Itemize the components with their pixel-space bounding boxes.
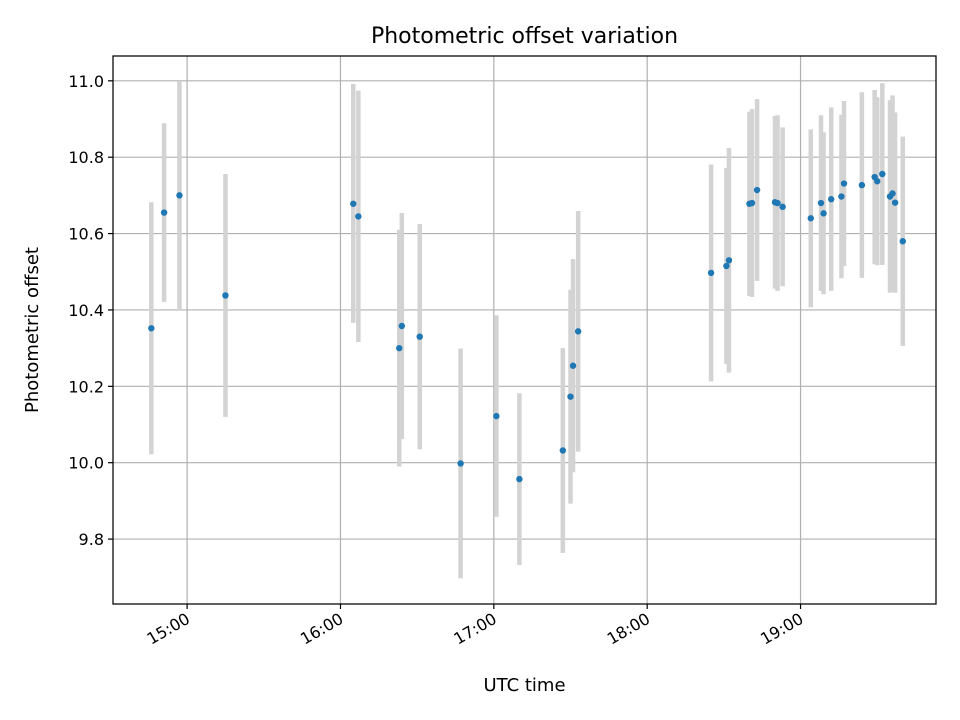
- data-point: [355, 213, 362, 220]
- data-point: [820, 210, 827, 217]
- data-point: [567, 393, 574, 400]
- y-tick-label: 10.2: [68, 377, 104, 396]
- data-point: [817, 199, 825, 207]
- data-point: [874, 178, 881, 185]
- data-point: [807, 215, 814, 222]
- data-point: [707, 269, 715, 277]
- data-point: [899, 238, 906, 245]
- chart-title: Photometric offset variation: [371, 24, 678, 49]
- y-tick-label: 10.0: [68, 454, 104, 473]
- data-point: [725, 257, 733, 264]
- data-point: [396, 344, 403, 352]
- plot-frame: [112, 55, 937, 605]
- data-point: [774, 199, 781, 207]
- data-point: [222, 292, 229, 299]
- data-point: [160, 209, 168, 216]
- y-axis-label: Photometric offset: [22, 247, 43, 413]
- data-point: [176, 192, 183, 199]
- data-point: [891, 199, 899, 206]
- data-point: [350, 200, 357, 207]
- data-point: [493, 412, 500, 420]
- data-point: [516, 475, 523, 483]
- y-tick-label: 9.8: [79, 530, 104, 549]
- grid-lines: [113, 56, 936, 604]
- data-point: [569, 362, 577, 369]
- data-points: [148, 170, 906, 483]
- data-point: [574, 328, 582, 335]
- data-point: [416, 333, 423, 340]
- data-point: [858, 181, 866, 189]
- y-tick-label: 11.0: [68, 72, 104, 91]
- y-axis-ticks: 9.8 10.0 10.2 10.4 10.6 10.8 11.0: [68, 72, 113, 549]
- data-point: [840, 180, 848, 187]
- data-point: [748, 199, 756, 207]
- x-axis-label: UTC time: [483, 675, 565, 696]
- data-point: [457, 460, 464, 467]
- data-point: [838, 193, 845, 200]
- data-point: [148, 325, 155, 332]
- data-point: [398, 322, 406, 330]
- data-point: [828, 196, 835, 203]
- y-tick-label: 10.6: [68, 225, 104, 244]
- data-point: [753, 186, 761, 194]
- data-point: [879, 170, 886, 178]
- y-tick-label: 10.8: [68, 148, 104, 167]
- data-point: [779, 203, 786, 211]
- y-tick-label: 10.4: [68, 301, 104, 320]
- data-point: [723, 262, 730, 270]
- data-point: [889, 190, 896, 197]
- data-point: [559, 447, 567, 454]
